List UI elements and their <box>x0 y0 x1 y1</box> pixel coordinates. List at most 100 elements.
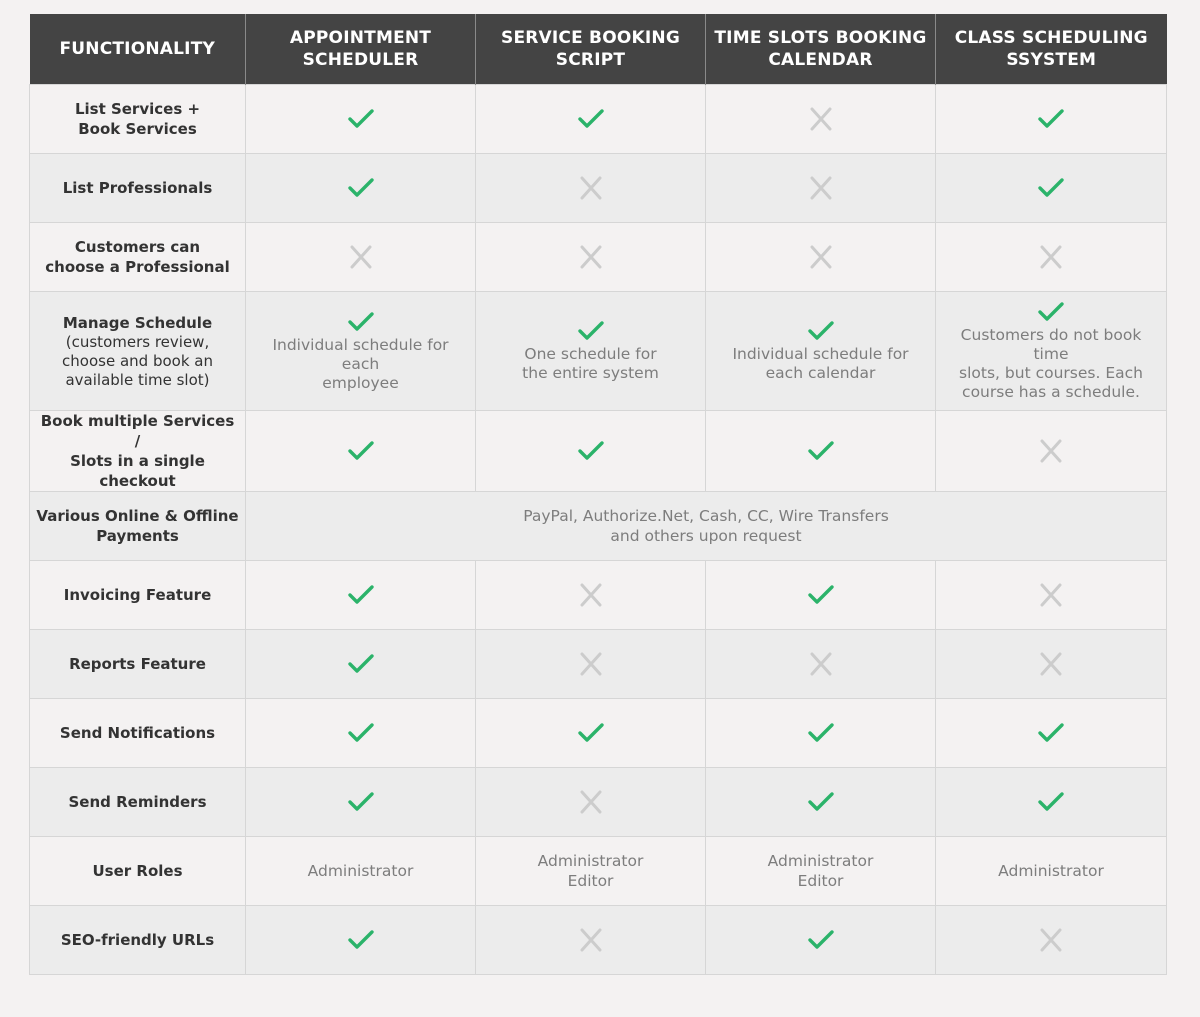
value-cell <box>935 767 1167 837</box>
value-cell <box>935 905 1167 975</box>
check-icon <box>1036 790 1066 814</box>
value-cell <box>705 905 936 975</box>
feature-cell: Send Reminders <box>29 767 246 837</box>
cell-note: Customers do not book time slots, but co… <box>959 326 1143 401</box>
value-cell <box>475 410 706 492</box>
value-cell <box>705 410 936 492</box>
feature-cell: SEO-friendly URLs <box>29 905 246 975</box>
feature-label: Reports Feature <box>69 655 206 673</box>
value-cell <box>475 698 706 768</box>
feature-label: Send Notifications <box>59 724 216 742</box>
check-icon <box>346 652 376 676</box>
table-row: Reports Feature <box>29 629 1167 699</box>
header-class-scheduling-system: CLASS SCHEDULING SSYSTEM <box>935 14 1167 85</box>
cross-icon <box>1036 652 1066 676</box>
check-icon <box>576 721 606 745</box>
table-row: Book multiple Services / Slots in a sing… <box>29 410 1167 492</box>
value-cell <box>935 629 1167 699</box>
table-row: Send Reminders <box>29 767 1167 837</box>
cell-note: Individual schedule for each employee <box>272 335 449 392</box>
cell-note: Individual schedule for each calendar <box>732 345 909 382</box>
table-row: Manage Schedule (customers review, choose… <box>29 291 1167 411</box>
value-cell <box>245 560 476 630</box>
cell-text: Administrator <box>998 862 1104 880</box>
cell-text: Administrator <box>307 862 414 880</box>
table-header: FUNCTIONALITY APPOINTMENT SCHEDULER SERV… <box>29 14 1167 85</box>
value-cell: Administrator <box>935 836 1167 906</box>
check-icon <box>1036 721 1066 745</box>
check-icon <box>1036 176 1066 200</box>
feature-cell: Book multiple Services / Slots in a sing… <box>29 410 246 492</box>
header-row: FUNCTIONALITY APPOINTMENT SCHEDULER SERV… <box>29 14 1167 85</box>
check-icon <box>576 319 606 343</box>
header-appointment-scheduler: APPOINTMENT SCHEDULER <box>245 14 476 85</box>
value-cell <box>935 222 1167 292</box>
table-row: SEO-friendly URLs <box>29 905 1167 975</box>
feature-label: SEO-friendly URLs <box>60 931 215 949</box>
feature-label: Book multiple Services / Slots in a sing… <box>40 412 235 490</box>
check-icon <box>806 319 836 343</box>
table-body: List Services + Book Services List Profes… <box>29 84 1167 975</box>
check-icon <box>806 583 836 607</box>
cross-icon <box>806 107 836 131</box>
check-icon <box>806 790 836 814</box>
cross-icon <box>576 245 606 269</box>
value-cell <box>705 629 936 699</box>
table-row: Send Notifications <box>29 698 1167 768</box>
value-cell: Customers do not book time slots, but co… <box>935 291 1167 411</box>
cell-text: Administrator Editor <box>767 852 874 890</box>
cross-icon <box>576 583 606 607</box>
cross-icon <box>346 245 376 269</box>
value-cell <box>705 222 936 292</box>
value-cell <box>245 410 476 492</box>
table-row: User Roles Administrator Administrator Edi… <box>29 836 1167 906</box>
cross-icon <box>1036 439 1066 463</box>
cross-icon <box>1036 583 1066 607</box>
feature-cell: Send Notifications <box>29 698 246 768</box>
value-cell <box>935 560 1167 630</box>
cross-icon <box>806 245 836 269</box>
value-cell <box>935 84 1167 154</box>
value-cell <box>475 767 706 837</box>
value-cell <box>935 153 1167 223</box>
value-cell <box>705 84 936 154</box>
feature-description: (customers review, choose and book an av… <box>62 332 213 389</box>
check-icon <box>346 583 376 607</box>
value-cell <box>475 905 706 975</box>
cross-icon <box>576 176 606 200</box>
feature-cell: User Roles <box>29 836 246 906</box>
feature-label: Various Online & Offline Payments <box>36 507 239 545</box>
cell-text: Administrator Editor <box>537 852 644 890</box>
table-row: Invoicing Feature <box>29 560 1167 630</box>
value-cell <box>935 410 1167 492</box>
table-row: Customers can choose a Professional <box>29 222 1167 292</box>
value-cell: Administrator Editor <box>705 836 936 906</box>
check-icon <box>806 928 836 952</box>
feature-label: Customers can choose a Professional <box>45 238 230 276</box>
table-row: List Professionals <box>29 153 1167 223</box>
feature-label: Invoicing Feature <box>63 586 212 604</box>
check-icon <box>1036 300 1066 324</box>
cell-note: One schedule for the entire system <box>522 345 659 382</box>
feature-cell: Customers can choose a Professional <box>29 222 246 292</box>
value-cell <box>245 222 476 292</box>
cross-icon <box>806 652 836 676</box>
cross-icon <box>576 652 606 676</box>
value-cell <box>475 153 706 223</box>
value-cell <box>475 222 706 292</box>
check-icon <box>346 439 376 463</box>
cross-icon <box>576 928 606 952</box>
check-icon <box>346 107 376 131</box>
cross-icon <box>576 790 606 814</box>
value-cell <box>475 560 706 630</box>
value-cell <box>245 767 476 837</box>
check-icon <box>576 107 606 131</box>
header-time-slots-booking-calendar: TIME SLOTS BOOKING CALENDAR <box>705 14 936 85</box>
check-icon <box>806 439 836 463</box>
check-icon <box>346 928 376 952</box>
value-cell <box>475 84 706 154</box>
header-functionality: FUNCTIONALITY <box>29 14 246 85</box>
value-cell <box>705 560 936 630</box>
feature-cell: Various Online & Offline Payments <box>29 491 246 561</box>
